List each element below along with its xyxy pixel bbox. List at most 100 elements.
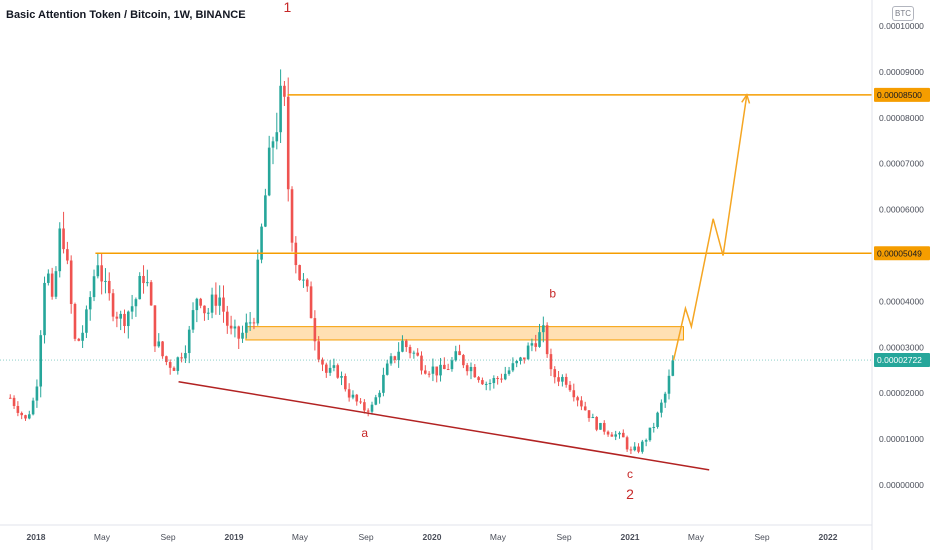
candle-body (115, 316, 119, 319)
candle-body (123, 313, 126, 327)
y-tick-label: 0.00004000 (879, 296, 924, 306)
candle-body (283, 85, 286, 97)
candle-body (492, 378, 496, 384)
candle-body (644, 440, 648, 442)
level-price-tag (874, 87, 930, 102)
candle-body (305, 279, 309, 287)
candle-body (351, 394, 355, 398)
candle-body (526, 345, 530, 360)
candle-body (85, 309, 88, 333)
candle-body (435, 366, 439, 376)
candle-body (58, 228, 62, 272)
candle-body (138, 275, 142, 300)
candle-body (225, 311, 229, 326)
candle-body (214, 294, 218, 306)
candle-body (62, 228, 65, 250)
candle-body (66, 249, 69, 261)
candle-body (317, 341, 320, 360)
level-price-label: 0.00005049 (877, 248, 922, 258)
resistance-zone-rect[interactable] (245, 326, 684, 341)
candle-body (591, 417, 595, 419)
resistance-zone[interactable] (245, 326, 684, 341)
currency-badge[interactable]: BTC (892, 6, 914, 21)
candle-body (625, 437, 629, 450)
candle-body (557, 377, 560, 382)
wave-labels: 1 a b c 2 (284, 0, 635, 502)
candle-body (184, 353, 187, 359)
candle-body (256, 259, 260, 324)
candle-body (31, 400, 35, 415)
candle-body (606, 431, 610, 435)
candle-body (77, 338, 81, 341)
candle-body (92, 276, 96, 298)
candle-body (229, 325, 233, 329)
candle-body (534, 343, 538, 347)
candle-body (602, 422, 606, 432)
candle-body (503, 373, 507, 380)
candle-body (469, 366, 473, 372)
candle-body (583, 406, 587, 411)
candle-body (157, 341, 161, 347)
candle-body (420, 355, 423, 371)
candle-body (641, 441, 644, 452)
wave-label: 2 (626, 486, 634, 502)
candles (8, 69, 675, 454)
candle-body (439, 364, 442, 376)
x-tick-label: Sep (359, 532, 374, 542)
candle-body (328, 367, 332, 373)
candle-body (149, 282, 153, 306)
candle-body (43, 282, 46, 336)
candle-body (191, 310, 195, 330)
candle-body (218, 297, 221, 306)
x-tick-label: May (94, 532, 111, 542)
level-price-tag (874, 246, 930, 261)
candle-body (416, 352, 419, 356)
candle-body (165, 356, 168, 363)
candle-body (290, 189, 294, 243)
wave-label: a (361, 426, 368, 440)
candle-body (347, 389, 351, 398)
y-tick-label: 0.00003000 (879, 342, 924, 352)
candle-body (477, 377, 480, 381)
candle-body (111, 293, 115, 317)
drawings[interactable] (0, 93, 872, 471)
candle-body (519, 357, 522, 361)
candle-body (279, 85, 282, 133)
candle-body (553, 369, 557, 378)
candle-body (359, 401, 362, 403)
candle-body (203, 305, 206, 314)
candle-body (408, 347, 412, 354)
candle-body (206, 312, 210, 314)
candle-body (443, 364, 446, 370)
candle-body (663, 393, 667, 403)
candle-body (35, 386, 39, 401)
candle-body (264, 195, 267, 227)
candle-body (473, 366, 477, 378)
candle-body (286, 96, 290, 190)
y-tick-label: 0.00000000 (879, 480, 924, 490)
current-price-label: 0.00002722 (877, 355, 922, 365)
candle-body (507, 370, 511, 374)
wave-label: b (549, 287, 556, 301)
candle-body (610, 434, 614, 437)
candle-body (260, 226, 263, 260)
candle-body (195, 298, 199, 311)
candle-body (180, 357, 183, 359)
candle-body (412, 352, 416, 354)
candle-body (142, 275, 145, 284)
candle-body (153, 305, 157, 347)
trendline[interactable] (178, 380, 710, 471)
candle-body (484, 383, 488, 385)
candle-body (12, 397, 16, 406)
candle-body (302, 279, 305, 281)
candle-body (233, 326, 237, 329)
projection-path[interactable] (672, 94, 748, 361)
candle-body (515, 360, 518, 364)
candle-body (27, 414, 31, 419)
candle-body (671, 360, 675, 376)
candle-body (618, 432, 621, 435)
projection-arrowhead (741, 93, 751, 104)
x-tick-label: Sep (161, 532, 176, 542)
